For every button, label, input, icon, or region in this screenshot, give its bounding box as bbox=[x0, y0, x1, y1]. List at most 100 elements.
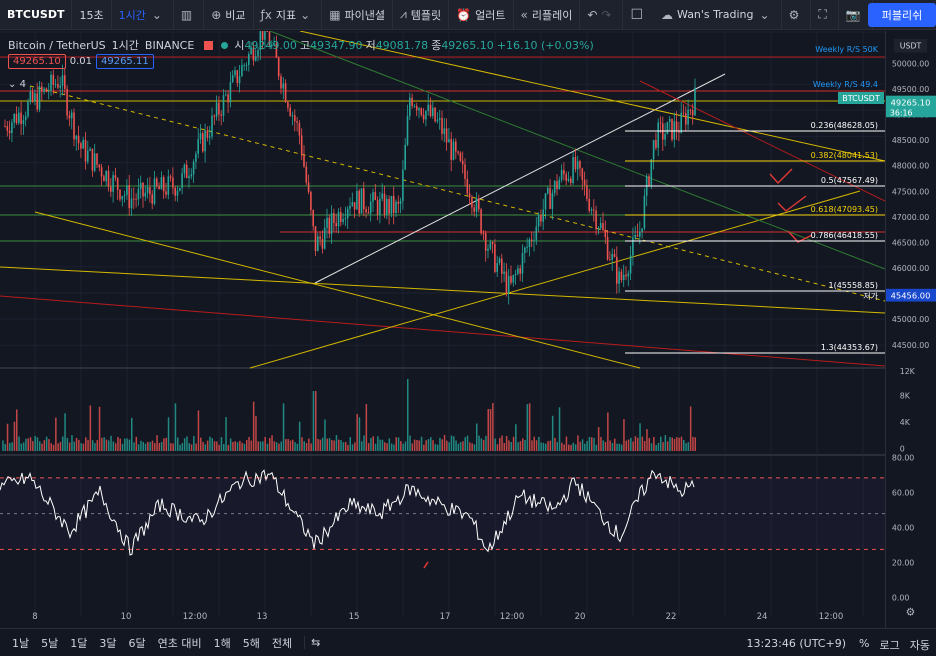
symbol-price-tag: BTCUSDT bbox=[842, 94, 880, 103]
currency-label: USDT bbox=[900, 42, 922, 51]
range-5y[interactable]: 5해 bbox=[242, 636, 260, 650]
volume-tick-label: 0 bbox=[900, 445, 905, 454]
axis-settings-icon[interactable]: ⚙ bbox=[906, 605, 916, 618]
date-range-icon[interactable]: ⇆ bbox=[304, 636, 326, 649]
time-tick-label: 20 bbox=[575, 612, 586, 622]
compare-button[interactable]: ⊕ 비교 bbox=[204, 0, 254, 30]
layout-name-label: Wan's Trading bbox=[677, 8, 754, 21]
fib-level-label: 0.382(48041.53) bbox=[811, 151, 878, 160]
high-label: 고 bbox=[299, 39, 311, 52]
log-toggle[interactable]: 로그 bbox=[879, 639, 900, 652]
interval-1h[interactable]: 1시간 ⌄ bbox=[112, 0, 174, 30]
flag-icon[interactable] bbox=[204, 40, 214, 50]
range-1m[interactable]: 1달 bbox=[70, 636, 88, 650]
scale-options: % 로그 자동 bbox=[859, 637, 930, 653]
market-status-icon bbox=[221, 41, 229, 49]
legend-exchange: BINANCE bbox=[144, 38, 195, 52]
change-value: +16.10 (+0.03%) bbox=[496, 38, 594, 52]
fullscreen-button[interactable]: ⛶ bbox=[811, 0, 839, 30]
interval-15s[interactable]: 15초 bbox=[72, 0, 112, 30]
weekly-50k-label: Weekly R/S 50K bbox=[815, 45, 878, 54]
time-tick-label: 17 bbox=[440, 612, 451, 622]
low-tag-label: 저가 bbox=[863, 292, 878, 301]
financials-label: 파이낸셜 bbox=[344, 8, 386, 22]
publish-button[interactable]: 퍼블리쉬 bbox=[868, 3, 936, 27]
fib-level-label: 1(45558.85) bbox=[828, 281, 878, 290]
price-tick-label: 45000.00 bbox=[892, 315, 929, 324]
rsi-tick-label: 80.00 bbox=[892, 453, 914, 462]
range-1y[interactable]: 1해 bbox=[213, 636, 231, 650]
volume-axis-ticks: 12K 8K 4K 0 bbox=[900, 367, 916, 453]
template-icon: ⩘ bbox=[400, 7, 407, 21]
financials-button[interactable]: ▦ 파이낸셜 bbox=[322, 0, 394, 30]
low-value: 49081.78 bbox=[375, 38, 429, 52]
settings-button[interactable]: ⚙ bbox=[782, 0, 812, 30]
range-all[interactable]: 전체 bbox=[271, 636, 293, 650]
price-tick-label: 48500.00 bbox=[892, 136, 929, 145]
layout-name-button[interactable]: ☁ Wan's Trading ⌄ bbox=[654, 0, 782, 30]
price-axis[interactable]: 50000.0049500.0049000.0048500.0048000.00… bbox=[885, 31, 936, 628]
range-ytd[interactable]: 연초 대비 bbox=[157, 636, 202, 650]
main-chart[interactable]: 0.236(48628.05) 0.382(48041.53) 0.5(47567.… bbox=[0, 31, 885, 628]
percent-toggle[interactable]: % bbox=[859, 637, 870, 650]
cloud-icon: ☁ bbox=[661, 7, 674, 22]
price-tick-label: 47000.00 bbox=[892, 213, 929, 222]
undo-button[interactable]: ↶ ↷ bbox=[580, 0, 624, 30]
chart-legend: Bitcoin / TetherUS 1시간 BINANCE 시 49249.00… bbox=[8, 37, 597, 53]
open-value: 49249.00 bbox=[244, 38, 297, 52]
indicators-label: 지표 bbox=[275, 8, 297, 22]
interval-15s-label: 15초 bbox=[79, 8, 104, 22]
price-tick-label: 46500.00 bbox=[892, 238, 929, 247]
range-6m[interactable]: 6달 bbox=[128, 636, 146, 650]
countdown-value: 36:16 bbox=[890, 108, 913, 117]
fullscreen-icon: ⛶ bbox=[818, 7, 827, 21]
time-tick-label: 10 bbox=[121, 612, 132, 622]
indicator-count: 4 bbox=[19, 79, 26, 90]
rsi-indicator bbox=[0, 469, 885, 569]
range-5d[interactable]: 5날 bbox=[41, 636, 59, 650]
replay-icon: « bbox=[520, 7, 528, 22]
collapse-indicators-button[interactable]: ⌄ 4 bbox=[8, 79, 26, 90]
publish-label: 퍼블리쉬 bbox=[881, 9, 923, 22]
time-tick-label: 13 bbox=[257, 612, 268, 622]
time-axis: 8 10 12:00 13 15 17 12:00 20 22 24 12:00 bbox=[32, 612, 843, 622]
alerts-button[interactable]: ⏰ 얼러트 bbox=[449, 0, 514, 30]
range-3m[interactable]: 3달 bbox=[99, 636, 117, 650]
plus-circle-icon: ⊕ bbox=[211, 7, 222, 22]
currency-box[interactable] bbox=[893, 38, 928, 53]
symbol-search[interactable]: BTCUSDT bbox=[0, 0, 73, 30]
price-tick-label: 50000.00 bbox=[892, 59, 929, 68]
alarm-icon: ⏰ bbox=[456, 7, 472, 22]
alerts-label: 얼러트 bbox=[475, 8, 506, 22]
replay-button[interactable]: «리플레이 bbox=[514, 0, 581, 30]
price-tick-label: 48000.00 bbox=[892, 162, 929, 171]
price-tick-label: 44500.00 bbox=[892, 341, 929, 350]
legend-title: Bitcoin / TetherUS bbox=[8, 38, 106, 52]
legend-interval: 1시간 bbox=[111, 39, 139, 52]
bar-chart-icon: ▦ bbox=[329, 7, 341, 22]
square-icon: ☐ bbox=[630, 6, 644, 23]
low-price-value: 45456.00 bbox=[891, 291, 931, 301]
camera-icon: 📷 bbox=[845, 7, 861, 22]
fib-retracement: 0.236(48628.05) 0.382(48041.53) 0.5(47567.… bbox=[625, 92, 885, 354]
current-price-tag bbox=[886, 95, 936, 118]
range-1d[interactable]: 1날 bbox=[12, 636, 30, 650]
time-tick-label: 22 bbox=[666, 612, 677, 622]
auto-toggle[interactable]: 자동 bbox=[909, 639, 930, 652]
layout-select-button[interactable]: ☐ bbox=[623, 0, 654, 30]
weekly-494-label: Weekly R/S 49.4 bbox=[813, 80, 878, 89]
rsi-tick-label: 40.00 bbox=[892, 523, 914, 532]
chevron-down-icon: ⌄ bbox=[759, 7, 770, 22]
high-value: 49347.90 bbox=[310, 38, 363, 52]
clock-display[interactable]: 13:23:46 (UTC+9) bbox=[746, 637, 846, 650]
sell-button[interactable]: 49265.10 bbox=[8, 54, 66, 69]
bid-ask-box: 49265.10 0.01 49265.11 bbox=[8, 54, 154, 69]
templates-button[interactable]: ⩘ 템플릿 bbox=[393, 0, 450, 30]
symbol-label: BTCUSDT bbox=[7, 8, 65, 21]
undo-icon: ↶ bbox=[587, 7, 598, 22]
chart-type-button[interactable]: ▥ bbox=[174, 0, 205, 30]
time-tick-label: 12:00 bbox=[819, 612, 844, 622]
indicators-button[interactable]: ƒx 지표 ⌄ bbox=[254, 0, 323, 30]
buy-button[interactable]: 49265.11 bbox=[95, 54, 154, 69]
chevron-down-icon: ⌄ bbox=[8, 79, 20, 90]
